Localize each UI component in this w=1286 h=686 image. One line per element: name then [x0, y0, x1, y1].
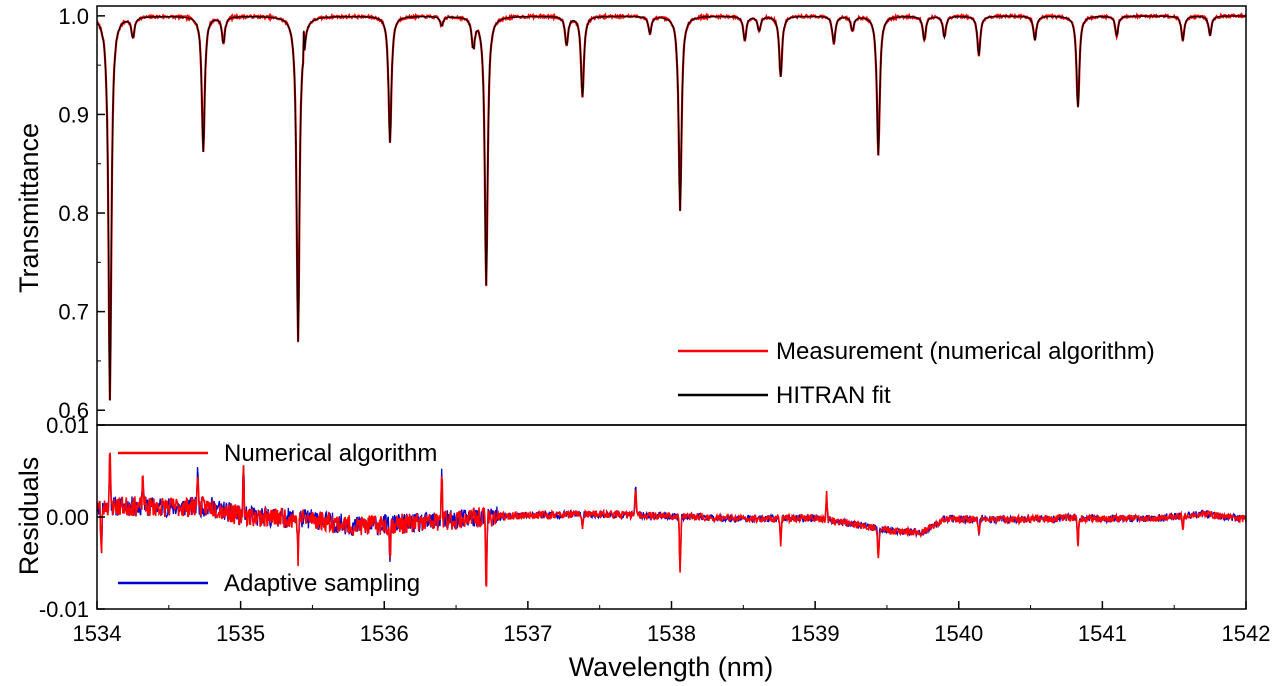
wavelength-x-tick-label: 1542 [1222, 621, 1271, 646]
residuals-y-tick-label: -0.01 [39, 597, 89, 622]
transmittance-plot: 0.6 0.7 0.8 0.9 1.0 Transmittance Measuremen… [14, 4, 1247, 426]
wavelength-x-tick-label: 1538 [647, 621, 696, 646]
transmittance-y-tick-label: 1.0 [58, 4, 89, 29]
wavelength-x-tick-label: 1541 [1078, 621, 1127, 646]
wavelength-x-axis-title: Wavelength (nm) [569, 652, 774, 682]
wavelength-x-tick-label: 1539 [791, 621, 840, 646]
wavelength-x-tick-label: 1534 [73, 621, 122, 646]
residuals-y-axis: -0.01 0.00 0.01 [39, 413, 105, 622]
legend-label-adaptive: Adaptive sampling [224, 570, 420, 597]
numerical-algorithm-line [96, 452, 1247, 587]
transmittance-y-tick-label: 0.7 [58, 300, 89, 325]
residuals-y-tick-label: 0.00 [46, 505, 89, 530]
residuals-legend: Numerical algorithm Adaptive sampling [118, 440, 437, 597]
wavelength-x-tick-label: 1540 [934, 621, 983, 646]
legend-label-numerical: Numerical algorithm [224, 440, 437, 467]
transmittance-y-tick-label: 0.8 [58, 201, 89, 226]
residuals-plot: -0.010.000.01 1534 1535 1536 1537 1538 1539 15… [14, 413, 1270, 682]
transmittance-y-tick-label: 0.6 [58, 398, 89, 423]
residuals-series [96, 452, 1247, 587]
transmittance-y-axis-title: Transmittance [14, 123, 44, 293]
residuals-y-axis-title: Residuals [14, 457, 44, 576]
legend-label-hitran: HITRAN fit [776, 382, 891, 409]
wavelength-x-axis: 1534 1535 1536 1537 1538 1539 1540 1541 1542 [73, 601, 1271, 646]
wavelength-x-tick-label: 1535 [216, 621, 265, 646]
transmittance-y-axis: 0.6 0.7 0.8 0.9 1.0 [58, 4, 105, 423]
wavelength-x-tick-label: 1536 [360, 621, 409, 646]
transmittance-y-tick-label: 0.9 [58, 102, 89, 127]
hitran-fit-line [96, 15, 1246, 401]
transmittance-legend: Measurement (numerical algorithm) HITRAN… [678, 338, 1155, 409]
residuals-y-tick-label: 0.01 [46, 413, 89, 438]
transmittance-series [96, 12, 1247, 401]
legend-label-measurement: Measurement (numerical algorithm) [776, 338, 1155, 365]
wavelength-x-tick-label: 1537 [503, 621, 552, 646]
